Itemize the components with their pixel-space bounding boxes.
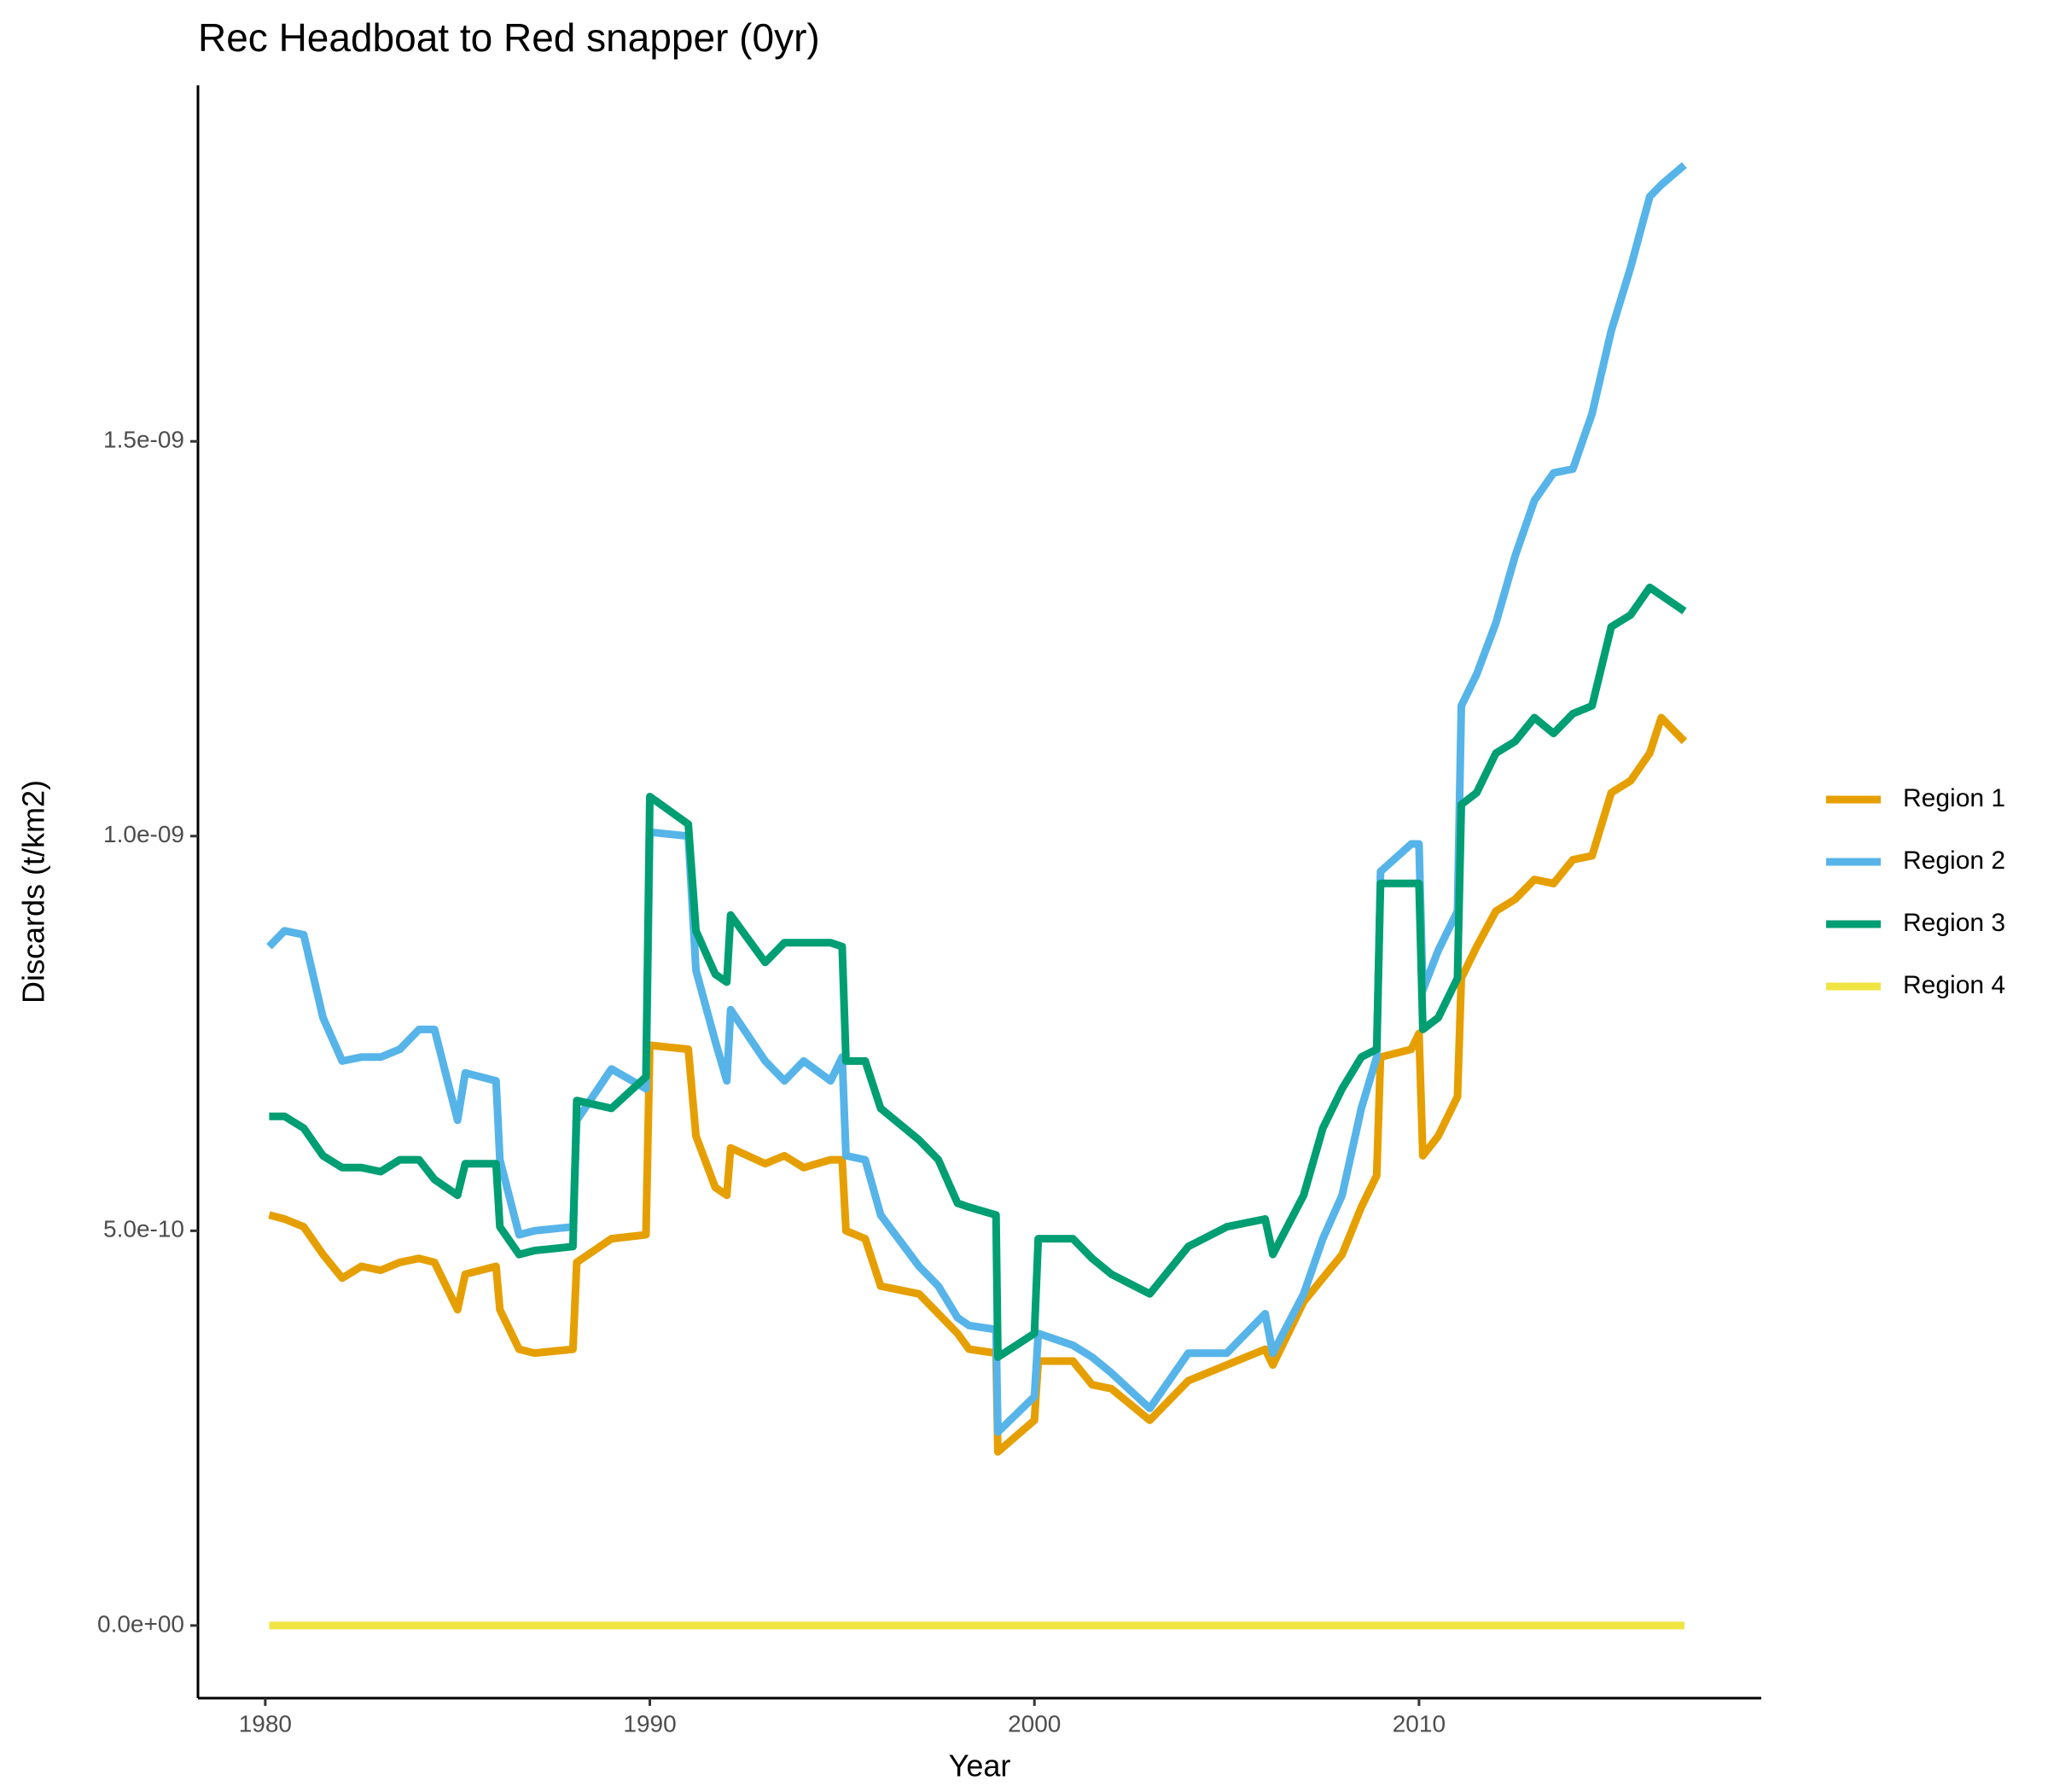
x-axis-title: Year xyxy=(949,1748,1011,1783)
series-line xyxy=(269,583,1687,1361)
x-tick-label: 2010 xyxy=(1393,1710,1446,1737)
y-axis-title: Discards (t/km2) xyxy=(16,780,51,1004)
legend-label: Region 1 xyxy=(1903,784,2005,812)
chart-title: Rec Headboat to Red snapper (0yr) xyxy=(198,15,820,60)
x-tick-label: 1990 xyxy=(623,1710,676,1737)
legend-label: Region 4 xyxy=(1903,971,2005,999)
x-tick-label: 2000 xyxy=(1008,1710,1061,1737)
legend-label: Region 3 xyxy=(1903,909,2005,937)
series-line xyxy=(266,161,1687,1436)
y-tick-label: 5.0e-10 xyxy=(103,1216,184,1242)
legend-label: Region 2 xyxy=(1903,847,2005,875)
series-line xyxy=(268,713,1688,1456)
y-tick-label: 1.5e-09 xyxy=(103,427,184,453)
x-tick-label: 1980 xyxy=(239,1710,292,1737)
y-tick-label: 1.0e-09 xyxy=(103,821,184,847)
y-tick-label: 0.0e+00 xyxy=(97,1610,184,1637)
